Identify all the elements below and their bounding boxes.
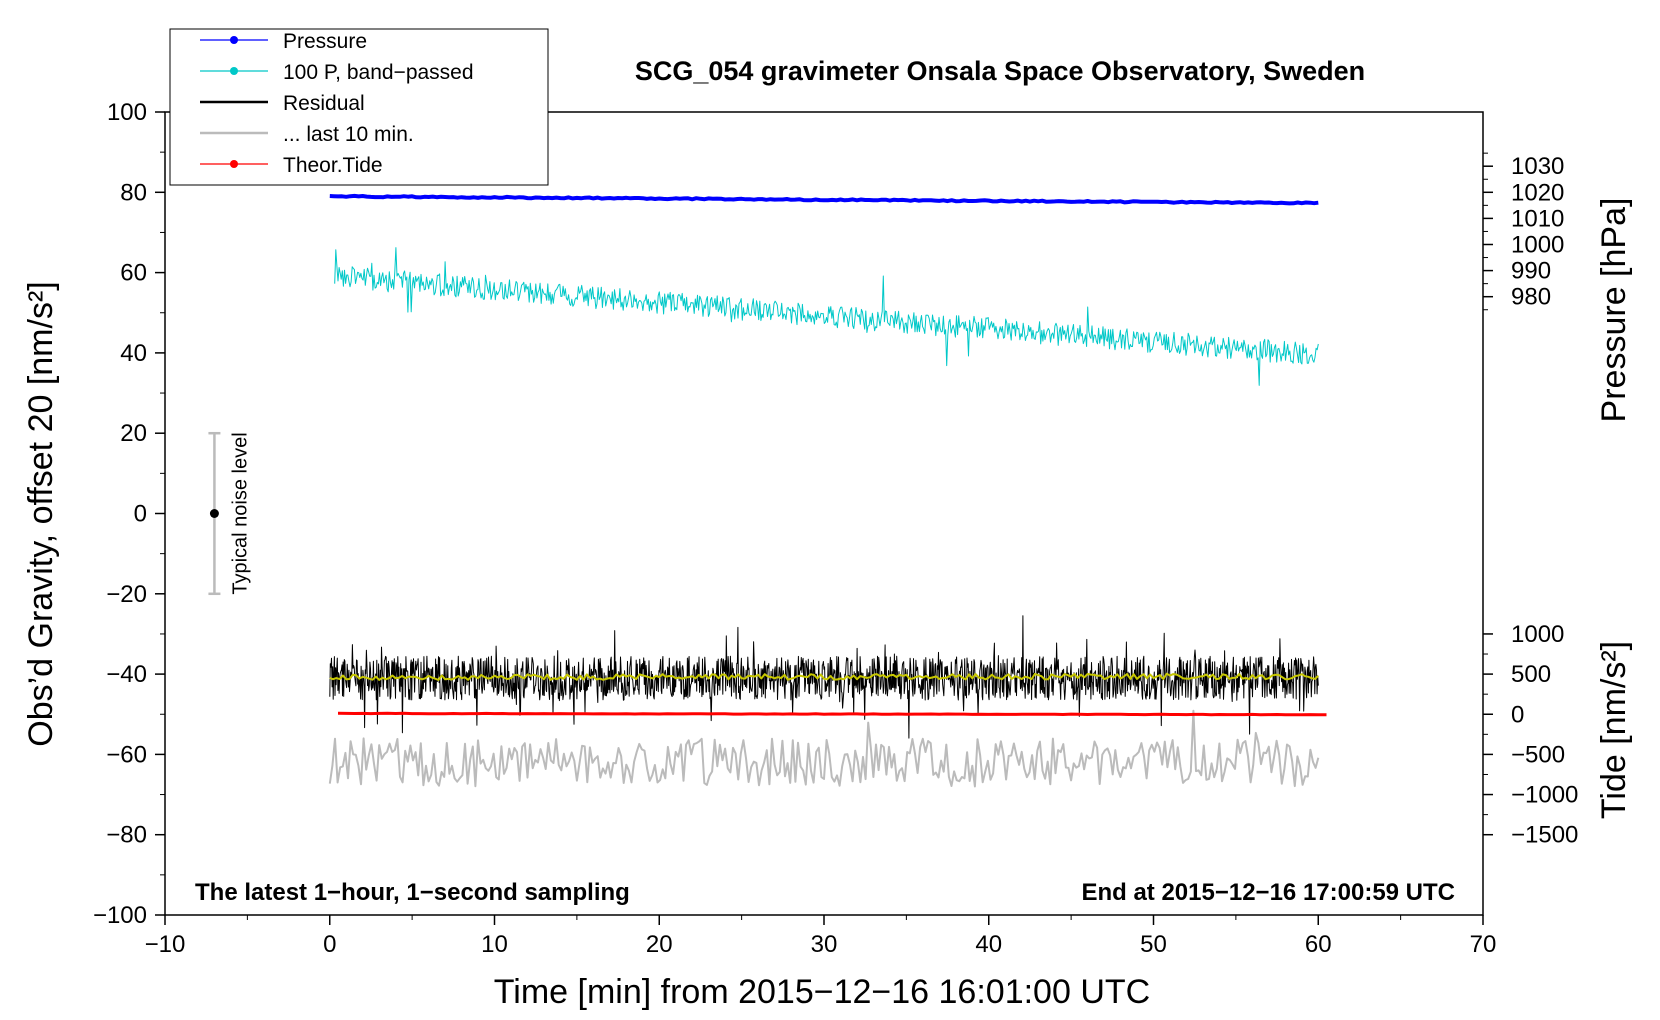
x-tick-label: 50 (1140, 931, 1167, 958)
legend-label: Theor.Tide (283, 154, 383, 177)
y-tick-label: 60 (120, 260, 147, 287)
y-tick-label: −20 (106, 581, 147, 608)
legend-marker (230, 36, 238, 44)
y-tick-label: 100 (107, 99, 147, 126)
y-tick-label: −80 (106, 822, 147, 849)
x-tick-label: −10 (145, 931, 186, 958)
tide-tick-label: 500 (1511, 661, 1551, 688)
pressure-tick-label: 1010 (1511, 205, 1564, 232)
y-tick-label: −100 (93, 902, 147, 929)
tide-tick-label: −1500 (1511, 822, 1578, 849)
plot-frame (164, 111, 1484, 916)
x-tick-label: 0 (323, 931, 336, 958)
legend-label: 100 P, band−passed (283, 61, 474, 84)
x-tick-label: 10 (481, 931, 508, 958)
tide-axis-title: Tide [nm/s²] (1595, 641, 1633, 819)
x-axis-title: Time [min] from 2015−12−16 16:01:00 UTC (494, 973, 1150, 1011)
pressure-tick-label: 1000 (1511, 231, 1564, 258)
chart-title: SCG_054 gravimeter Onsala Space Observat… (635, 56, 1365, 86)
x-tick-label: 20 (646, 931, 673, 958)
legend-box (169, 28, 549, 186)
sampling-note: The latest 1−hour, 1−second sampling (195, 879, 630, 906)
noise-bar-center-dot (209, 509, 219, 518)
y-tick-label: 0 (134, 501, 147, 528)
series--last-10-min- (328, 709, 1320, 788)
y-tick-label: −60 (106, 741, 147, 768)
legend-label: Pressure (283, 30, 367, 53)
series-pressure (329, 193, 1319, 206)
noise-level-label: Typical noise level (229, 432, 251, 594)
y-tick-label: 40 (120, 340, 147, 367)
series-residual-smoothed (329, 672, 1319, 681)
series-residual (329, 615, 1319, 739)
pressure-axis-title: Pressure [hPa] (1595, 198, 1633, 423)
plot-series (328, 193, 1327, 788)
series-100-p-band-passed (334, 247, 1319, 386)
pressure-tick-label: 1030 (1511, 153, 1564, 180)
tide-tick-label: −500 (1511, 741, 1565, 768)
x-tick-label: 30 (811, 931, 838, 958)
tide-tick-label: 0 (1511, 701, 1524, 728)
y-tick-label: −40 (106, 661, 147, 688)
tide-tick-label: −1000 (1511, 782, 1578, 809)
series-theor-tide (337, 711, 1327, 717)
legend-label: ... last 10 min. (283, 123, 414, 146)
axes: −10 0 10 20 30 40 50 60 70100806040200−20−40−60−… (93, 99, 1578, 958)
pressure-tick-label: 990 (1511, 258, 1551, 285)
x-tick-label: 40 (975, 931, 1002, 958)
y-tick-label: 20 (120, 420, 147, 447)
y-tick-label: 80 (120, 179, 147, 206)
pressure-tick-label: 1020 (1511, 179, 1564, 206)
legend: Pressure 100 P, band−passed Residual ... la… (169, 28, 549, 186)
legend-marker (230, 67, 238, 75)
y-axis-title: Obs’d Gravity, offset 20 [nm/s²] (22, 281, 60, 746)
legend-marker (230, 160, 238, 168)
tide-tick-label: 1000 (1511, 621, 1564, 648)
pressure-tick-label: 980 (1511, 284, 1551, 311)
noise-level-indicator (208, 431, 221, 596)
x-tick-label: 60 (1305, 931, 1332, 958)
end-time-note: End at 2015−12−16 17:00:59 UTC (1081, 879, 1455, 906)
x-tick-label: 70 (1470, 931, 1497, 958)
legend-label: Residual (283, 92, 365, 115)
